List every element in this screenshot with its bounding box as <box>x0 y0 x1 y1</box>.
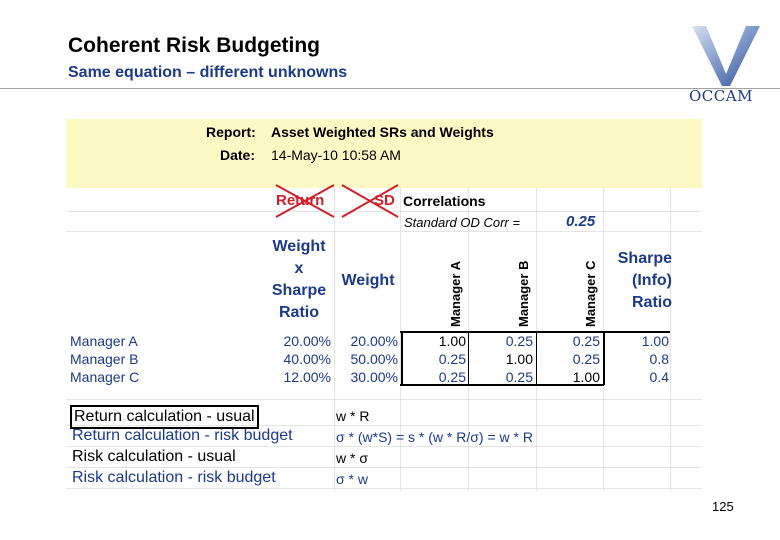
calc-label-return-usual: Return calculation - usual <box>70 405 259 429</box>
cell-corr-c: 0.25 <box>572 333 600 349</box>
header-weight: Weight <box>341 272 395 289</box>
title-rule <box>0 88 780 89</box>
slide-subtitle: Same equation – different unknowns <box>68 64 348 81</box>
cell-corr-c: 1.00 <box>572 369 600 385</box>
calc-label-return-risk-budget: Return calculation - risk budget <box>72 427 293 444</box>
cell-weight: 50.00% <box>350 351 398 367</box>
report-label: Report: <box>206 124 256 140</box>
report-header-band <box>66 119 702 188</box>
cross-out-icon <box>341 184 399 218</box>
row-name: Manager A <box>70 333 138 349</box>
cell-weight: 20.00% <box>350 333 398 349</box>
occam-logo-icon <box>692 26 760 86</box>
date-value: 14-May-10 10:58 AM <box>271 147 401 163</box>
page-number: 125 <box>712 499 734 514</box>
cell-sharpe: 0.8 <box>649 351 669 367</box>
header-manager-b: Manager B <box>516 260 531 327</box>
header-sharpe-info-ratio: Sharpe (Info) Ratio <box>617 250 672 311</box>
cell-weighted-sr: 12.00% <box>283 369 331 385</box>
header-weight-x-sharpe: Weight x Sharpe Ratio <box>271 238 327 321</box>
cell-corr-a: 1.00 <box>438 333 466 349</box>
formula-return-usual: w * R <box>336 408 370 424</box>
formula-risk-usual: w * σ <box>336 450 368 466</box>
calc-label-risk-usual: Risk calculation - usual <box>72 448 236 465</box>
cell-corr-a: 0.25 <box>438 351 466 367</box>
cell-corr-b: 0.25 <box>505 333 533 349</box>
calc-label-risk-budget: Risk calculation - risk budget <box>72 469 276 486</box>
cell-weighted-sr: 20.00% <box>283 333 331 349</box>
cell-corr-b: 1.00 <box>505 351 533 367</box>
formula-risk-budget: σ * w <box>336 471 368 487</box>
cross-out-icon <box>275 184 335 218</box>
cell-corr-b: 0.25 <box>505 369 533 385</box>
formula-return-risk-budget: σ * (w*S) = s * (w * R/σ) = w * R <box>336 429 533 445</box>
logo-text: OCCAM <box>689 87 753 105</box>
cell-weighted-sr: 40.00% <box>283 351 331 367</box>
standard-corr-label: Standard OD Corr = <box>404 215 520 230</box>
cell-sharpe: 0.4 <box>649 369 669 385</box>
row-name: Manager C <box>70 369 140 385</box>
header-manager-a: Manager A <box>448 261 463 327</box>
cell-weight: 30.00% <box>350 369 398 385</box>
standard-corr-value: 0.25 <box>566 213 596 230</box>
cell-corr-a: 0.25 <box>438 369 466 385</box>
cell-corr-c: 0.25 <box>572 351 600 367</box>
correlations-title: Correlations <box>403 193 486 209</box>
spreadsheet: Report: Asset Weighted SRs and Weights D… <box>66 119 702 491</box>
report-title: Asset Weighted SRs and Weights <box>271 124 494 140</box>
header-manager-c: Manager C <box>583 260 598 327</box>
cell-sharpe: 1.00 <box>641 333 669 349</box>
row-name: Manager B <box>70 351 139 367</box>
slide-title: Coherent Risk Budgeting <box>68 34 321 57</box>
date-label: Date: <box>220 147 256 163</box>
